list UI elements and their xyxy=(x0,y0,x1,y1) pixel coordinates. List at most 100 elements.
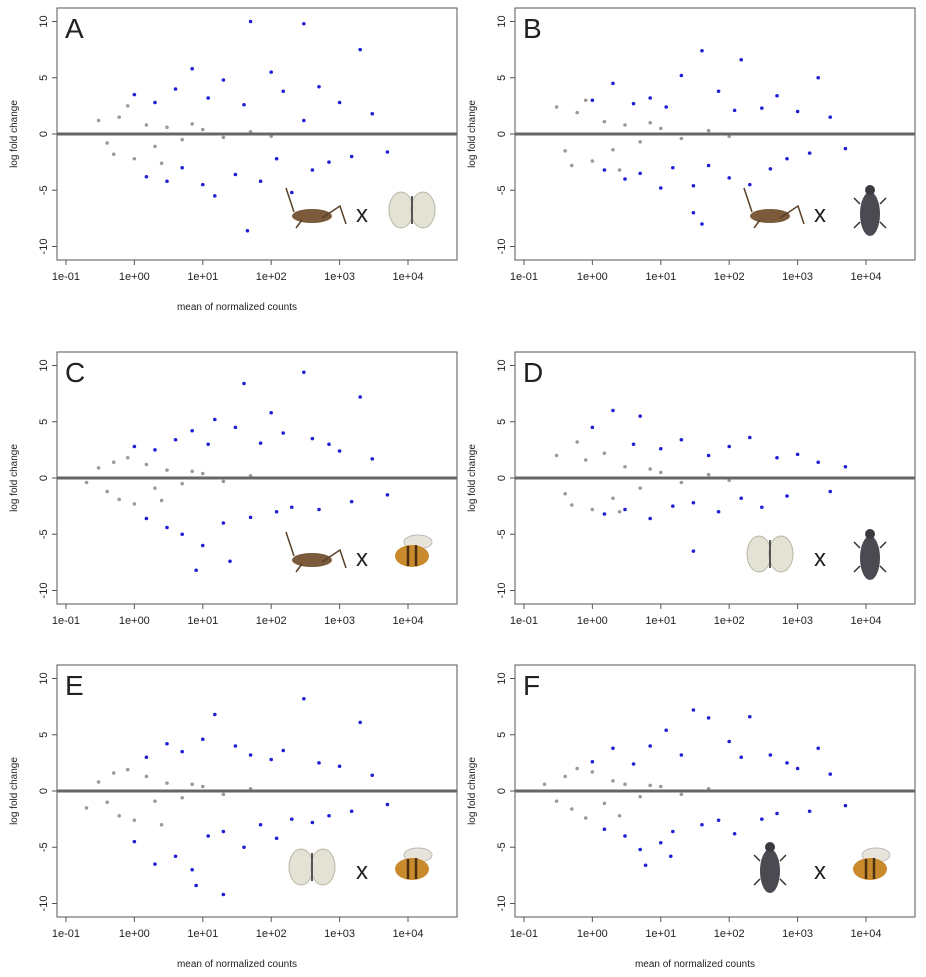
data-point xyxy=(358,395,362,399)
y-tick-label: -10 xyxy=(38,896,50,912)
data-point xyxy=(638,414,642,418)
data-point xyxy=(274,156,279,161)
data-point xyxy=(281,748,286,753)
icon-stripes xyxy=(864,858,876,879)
data-point xyxy=(194,568,198,573)
data-point xyxy=(691,708,696,712)
data-point xyxy=(638,794,642,799)
icon-body xyxy=(860,536,880,580)
data-point xyxy=(159,822,164,827)
data-point xyxy=(200,471,205,476)
data-point xyxy=(258,822,263,827)
y-tick-label: -5 xyxy=(38,842,50,852)
data-point xyxy=(554,453,559,458)
data-point xyxy=(302,21,306,26)
data-point xyxy=(105,489,109,494)
x-tick-label: 1e-01 xyxy=(510,928,538,940)
data-point xyxy=(302,118,306,123)
data-point xyxy=(583,816,588,820)
data-point xyxy=(337,100,342,105)
data-point xyxy=(590,425,595,430)
data-point xyxy=(281,431,286,435)
data-point xyxy=(274,509,279,514)
data-point xyxy=(843,146,848,151)
data-point xyxy=(317,507,321,512)
data-point xyxy=(658,784,663,789)
y-tick-label: -5 xyxy=(38,185,50,195)
data-point xyxy=(727,444,731,449)
data-point xyxy=(200,127,205,132)
data-point xyxy=(706,472,711,477)
data-point xyxy=(165,125,169,130)
data-point xyxy=(569,163,574,168)
icon-body xyxy=(395,858,429,880)
x-tick-label: 1e+04 xyxy=(393,928,424,940)
data-point xyxy=(648,783,652,788)
data-point xyxy=(611,81,615,86)
data-point xyxy=(190,428,194,433)
data-point xyxy=(200,737,205,742)
x-axis-label: mean of normalized counts xyxy=(177,302,297,313)
data-point xyxy=(747,182,752,187)
data-point xyxy=(671,504,675,508)
data-point xyxy=(679,136,684,141)
data-point xyxy=(84,480,89,485)
data-point xyxy=(125,767,130,772)
data-point xyxy=(700,222,704,226)
data-point xyxy=(611,496,615,501)
data-point xyxy=(370,111,375,116)
y-tick-label: -5 xyxy=(38,529,50,539)
data-point xyxy=(795,109,800,114)
panel: 1e-01 1e+00 1e+01 1e+02 1e+03 1e+04 -10 -5 0 5 10 l… xyxy=(9,351,458,627)
x-axis-label: mean of normalized counts xyxy=(635,959,755,970)
data-point xyxy=(679,437,684,442)
data-point xyxy=(159,498,164,503)
data-point xyxy=(716,818,721,823)
data-point xyxy=(248,753,253,757)
data-point xyxy=(658,126,663,131)
y-tick-label: -5 xyxy=(496,529,508,539)
insect-icon xyxy=(285,531,347,573)
data-point xyxy=(590,770,595,774)
x-tick-label: 1e-01 xyxy=(510,271,538,283)
x-axis-label: mean of normalized counts xyxy=(177,959,297,970)
y-tick-label: -10 xyxy=(496,239,508,255)
data-point xyxy=(732,108,737,113)
y-tick-label: 0 xyxy=(496,131,508,137)
data-point xyxy=(221,892,226,897)
data-point xyxy=(159,161,164,166)
data-point xyxy=(221,78,226,82)
data-point xyxy=(349,154,354,159)
panel-label: A xyxy=(65,13,84,44)
data-point xyxy=(200,543,205,548)
y-tick-label: 0 xyxy=(38,788,50,794)
data-point xyxy=(700,822,704,827)
data-point xyxy=(727,176,731,180)
data-point xyxy=(117,497,121,502)
data-point xyxy=(144,774,149,779)
x-tick-label: 1e+03 xyxy=(782,928,813,940)
x-tick-label: 1e+01 xyxy=(645,615,676,627)
data-point xyxy=(602,119,607,124)
data-point xyxy=(679,792,684,797)
icon-head xyxy=(865,529,875,539)
data-point xyxy=(144,755,149,760)
icon-wing xyxy=(746,535,772,573)
y-axis-label: log fold change xyxy=(467,444,478,512)
data-point xyxy=(221,135,226,140)
data-point xyxy=(623,782,627,787)
x-tick-label: 1e+04 xyxy=(393,271,424,283)
data-point xyxy=(648,96,652,100)
panel: 1e-01 1e+00 1e+01 1e+02 1e+03 1e+04 -10 -5 0 5 10 l… xyxy=(467,351,916,627)
data-point xyxy=(213,417,217,422)
data-point xyxy=(611,147,615,152)
y-tick-label: -5 xyxy=(496,185,508,195)
y-tick-label: 0 xyxy=(38,131,50,137)
data-point xyxy=(732,831,737,836)
icon-head xyxy=(865,185,875,195)
data-point xyxy=(611,746,615,751)
x-tick-label: 1e-01 xyxy=(52,928,80,940)
data-point xyxy=(302,696,306,701)
data-point xyxy=(310,436,315,441)
